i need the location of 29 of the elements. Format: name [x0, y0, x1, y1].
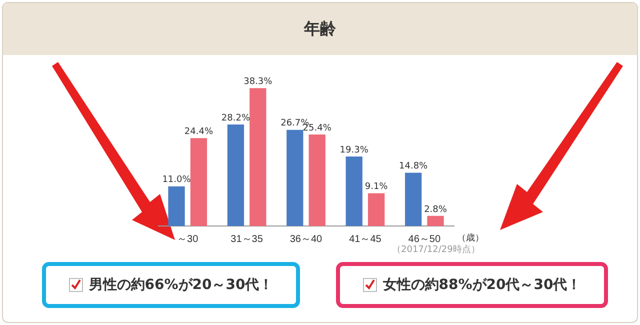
x-tick-label: ～30 [177, 234, 199, 245]
x-tick-label: 36～40 [290, 234, 323, 245]
x-tick-label: 41～45 [349, 234, 382, 245]
bar [308, 134, 326, 226]
x-tick-label: 46～50 [408, 234, 441, 245]
text: （2017/12/29時点） [392, 244, 480, 256]
data-label: 24.4% [184, 127, 214, 138]
data-label: 11.0% [162, 175, 192, 186]
data-label: 28.2% [221, 113, 250, 124]
text: 男性の約66%が20～30代！ [88, 276, 274, 294]
x-tick-label: 31～35 [230, 234, 264, 245]
data-label: 14.8% [399, 162, 428, 172]
bar [168, 186, 185, 226]
x-axis-title: （歳） [457, 232, 484, 244]
bar [250, 88, 266, 226]
data-label: 2.8% [424, 204, 448, 215]
bar [427, 216, 444, 226]
bar [227, 124, 244, 226]
bar [346, 156, 362, 226]
bar [368, 193, 385, 226]
text: 女性の約88%が20代～30代！ [382, 276, 582, 294]
data-label: 25.4% [302, 123, 332, 134]
chart-title: 年齢 [3, 3, 637, 55]
data-label: 9.1% [364, 182, 388, 192]
bar [286, 130, 304, 226]
data-label: 38.3% [244, 76, 273, 87]
bar [404, 172, 422, 226]
bar [190, 138, 208, 226]
data-label: 19.3% [340, 145, 369, 156]
